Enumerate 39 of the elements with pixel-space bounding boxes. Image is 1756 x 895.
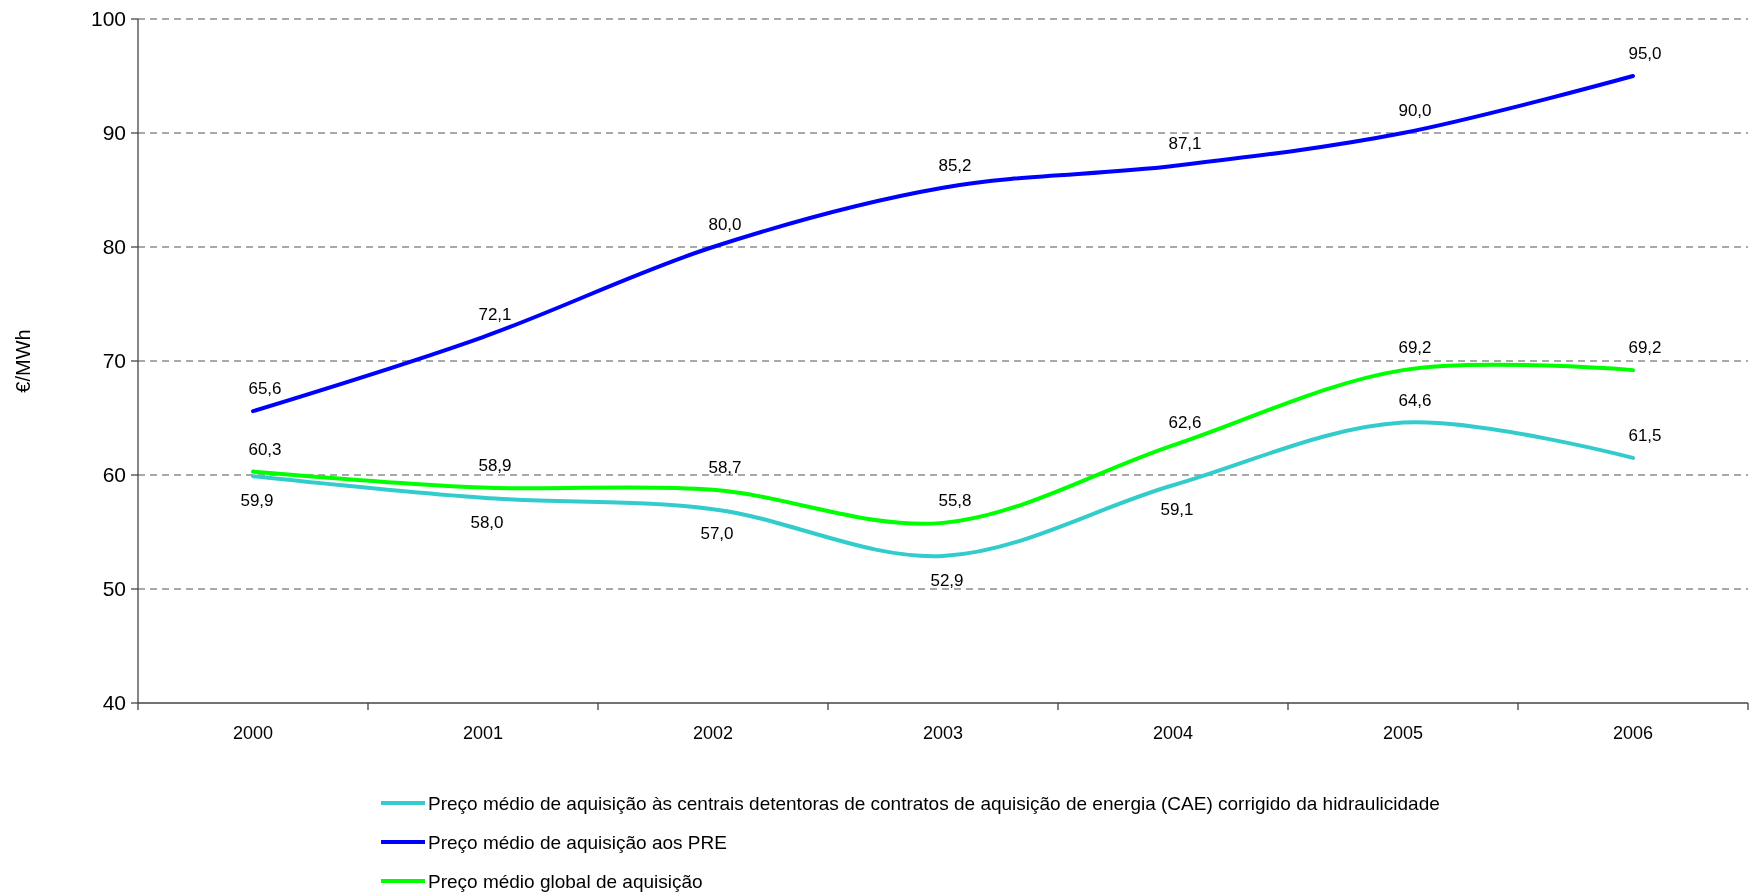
data-label: 57,0 — [700, 524, 734, 544]
y-tick-label: 90 — [102, 121, 126, 145]
x-tick-label: 2005 — [1382, 723, 1424, 743]
data-label: 69,2 — [1398, 338, 1432, 358]
y-tick-label: 70 — [102, 349, 126, 373]
x-tick-label: 2006 — [1612, 723, 1654, 743]
data-label: 58,9 — [478, 455, 512, 475]
data-label: 55,8 — [938, 490, 972, 510]
data-label: 69,2 — [1628, 338, 1662, 358]
y-tick-label: 40 — [102, 691, 126, 715]
data-label: 52,9 — [930, 570, 964, 590]
x-tick-label: 2000 — [232, 723, 274, 743]
x-tick-label: 2004 — [1152, 723, 1194, 743]
x-tick-label: 2002 — [692, 723, 734, 743]
data-label: 62,6 — [1168, 413, 1202, 433]
legend-label: Preço médio global de aquisição — [428, 870, 703, 892]
y-tick-label: 50 — [102, 577, 126, 601]
data-label: 85,2 — [938, 155, 972, 175]
x-tick-label: 2003 — [922, 723, 964, 743]
data-label: 61,5 — [1628, 425, 1662, 445]
data-label: 65,6 — [248, 379, 282, 399]
data-label: 58,0 — [470, 512, 504, 532]
data-label: 90,0 — [1398, 101, 1432, 120]
data-label: 60,3 — [248, 439, 282, 459]
y-axis-title: €/MWh — [12, 329, 34, 393]
data-label: 87,1 — [1168, 134, 1202, 154]
data-label: 80,0 — [708, 215, 742, 234]
data-label: 95,0 — [1628, 44, 1662, 63]
data-label: 58,7 — [708, 457, 742, 477]
legend-label: Preço médio de aquisição aos PRE — [428, 831, 727, 853]
y-tick-label: 80 — [102, 235, 126, 259]
x-tick-label: 2001 — [462, 723, 504, 743]
legend-label: Preço médio de aquisição às centrais detentoras de contratos de aquisição de energia (CAE) corrigido da hidraulicidade — [428, 792, 1440, 814]
data-label: 64,6 — [1398, 390, 1432, 410]
data-label: 72,1 — [478, 305, 512, 325]
data-label: 59,1 — [1160, 500, 1194, 520]
y-tick-label: 60 — [102, 463, 126, 487]
y-tick-label: 100 — [90, 7, 126, 31]
data-label: 59,9 — [240, 491, 274, 511]
